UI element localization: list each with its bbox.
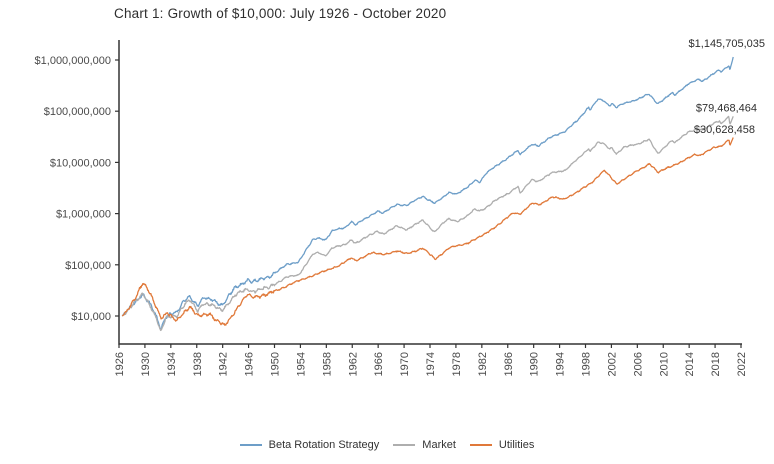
x-tick-label: 1970: [399, 352, 411, 376]
y-tick-label: $10,000: [71, 311, 111, 323]
legend-label: Market: [422, 439, 456, 451]
final-value-label-market: $79,468,464: [696, 102, 757, 114]
x-tick-label: 1926: [114, 352, 126, 376]
x-tick-label: 1998: [581, 352, 593, 376]
legend-item-market: Market: [393, 439, 456, 451]
x-tick-label: 1938: [192, 352, 204, 376]
x-tick-label: 1930: [140, 352, 152, 376]
y-tick-label: $100,000,000: [44, 106, 111, 118]
final-value-label-utilities: $30,628,458: [694, 124, 755, 136]
x-tick-label: 1974: [425, 352, 437, 376]
series-line-market: [121, 115, 734, 332]
legend-label: Utilities: [498, 439, 535, 451]
final-value-label-beta-rotation-strategy: $1,145,705,035: [689, 38, 765, 50]
y-tick-label: $10,000,000: [50, 157, 111, 169]
x-tick-label: 2006: [632, 352, 644, 376]
legend-item-beta-rotation-strategy: Beta Rotation Strategy: [239, 439, 380, 451]
x-tick-label: 1950: [270, 352, 282, 376]
x-tick-label: 2014: [684, 352, 696, 376]
legend-item-utilities: Utilities: [469, 439, 535, 451]
y-tick-label: $1,000,000,000: [35, 55, 111, 67]
legend-swatch-utilities: [469, 444, 492, 446]
x-tick-label: 2002: [606, 352, 618, 376]
x-tick-label: 1946: [244, 352, 256, 376]
legend-swatch-beta-rotation-strategy: [239, 444, 262, 446]
x-tick-label: 1982: [477, 352, 489, 376]
series-line-beta-rotation-strategy: [121, 56, 734, 330]
x-tick-label: 1978: [451, 352, 463, 376]
x-tick-label: 1962: [347, 352, 359, 376]
x-tick-label: 2022: [736, 352, 748, 376]
series-line-utilities: [121, 137, 734, 326]
axes-spines: [118, 40, 742, 345]
x-tick-label: 1990: [529, 352, 541, 376]
x-tick-label: 1934: [166, 352, 178, 376]
chart-legend: Beta Rotation Strategy Market Utilities: [0, 439, 774, 451]
x-tick-label: 2010: [658, 352, 670, 376]
y-tick-label: $100,000: [65, 260, 111, 272]
x-tick-label: 2018: [710, 352, 722, 376]
chart-title: Chart 1: Growth of $10,000: July 1926 - …: [114, 6, 447, 21]
y-tick-label: $1,000,000: [56, 209, 111, 221]
legend-label: Beta Rotation Strategy: [268, 439, 380, 451]
x-tick-label: 1966: [373, 352, 385, 376]
x-tick-label: 1986: [503, 352, 515, 376]
x-tick-label: 1958: [321, 352, 333, 376]
legend-swatch-market: [393, 444, 416, 446]
x-tick-label: 1954: [295, 352, 307, 376]
x-tick-label: 1942: [218, 352, 230, 376]
x-tick-label: 1994: [555, 352, 567, 376]
